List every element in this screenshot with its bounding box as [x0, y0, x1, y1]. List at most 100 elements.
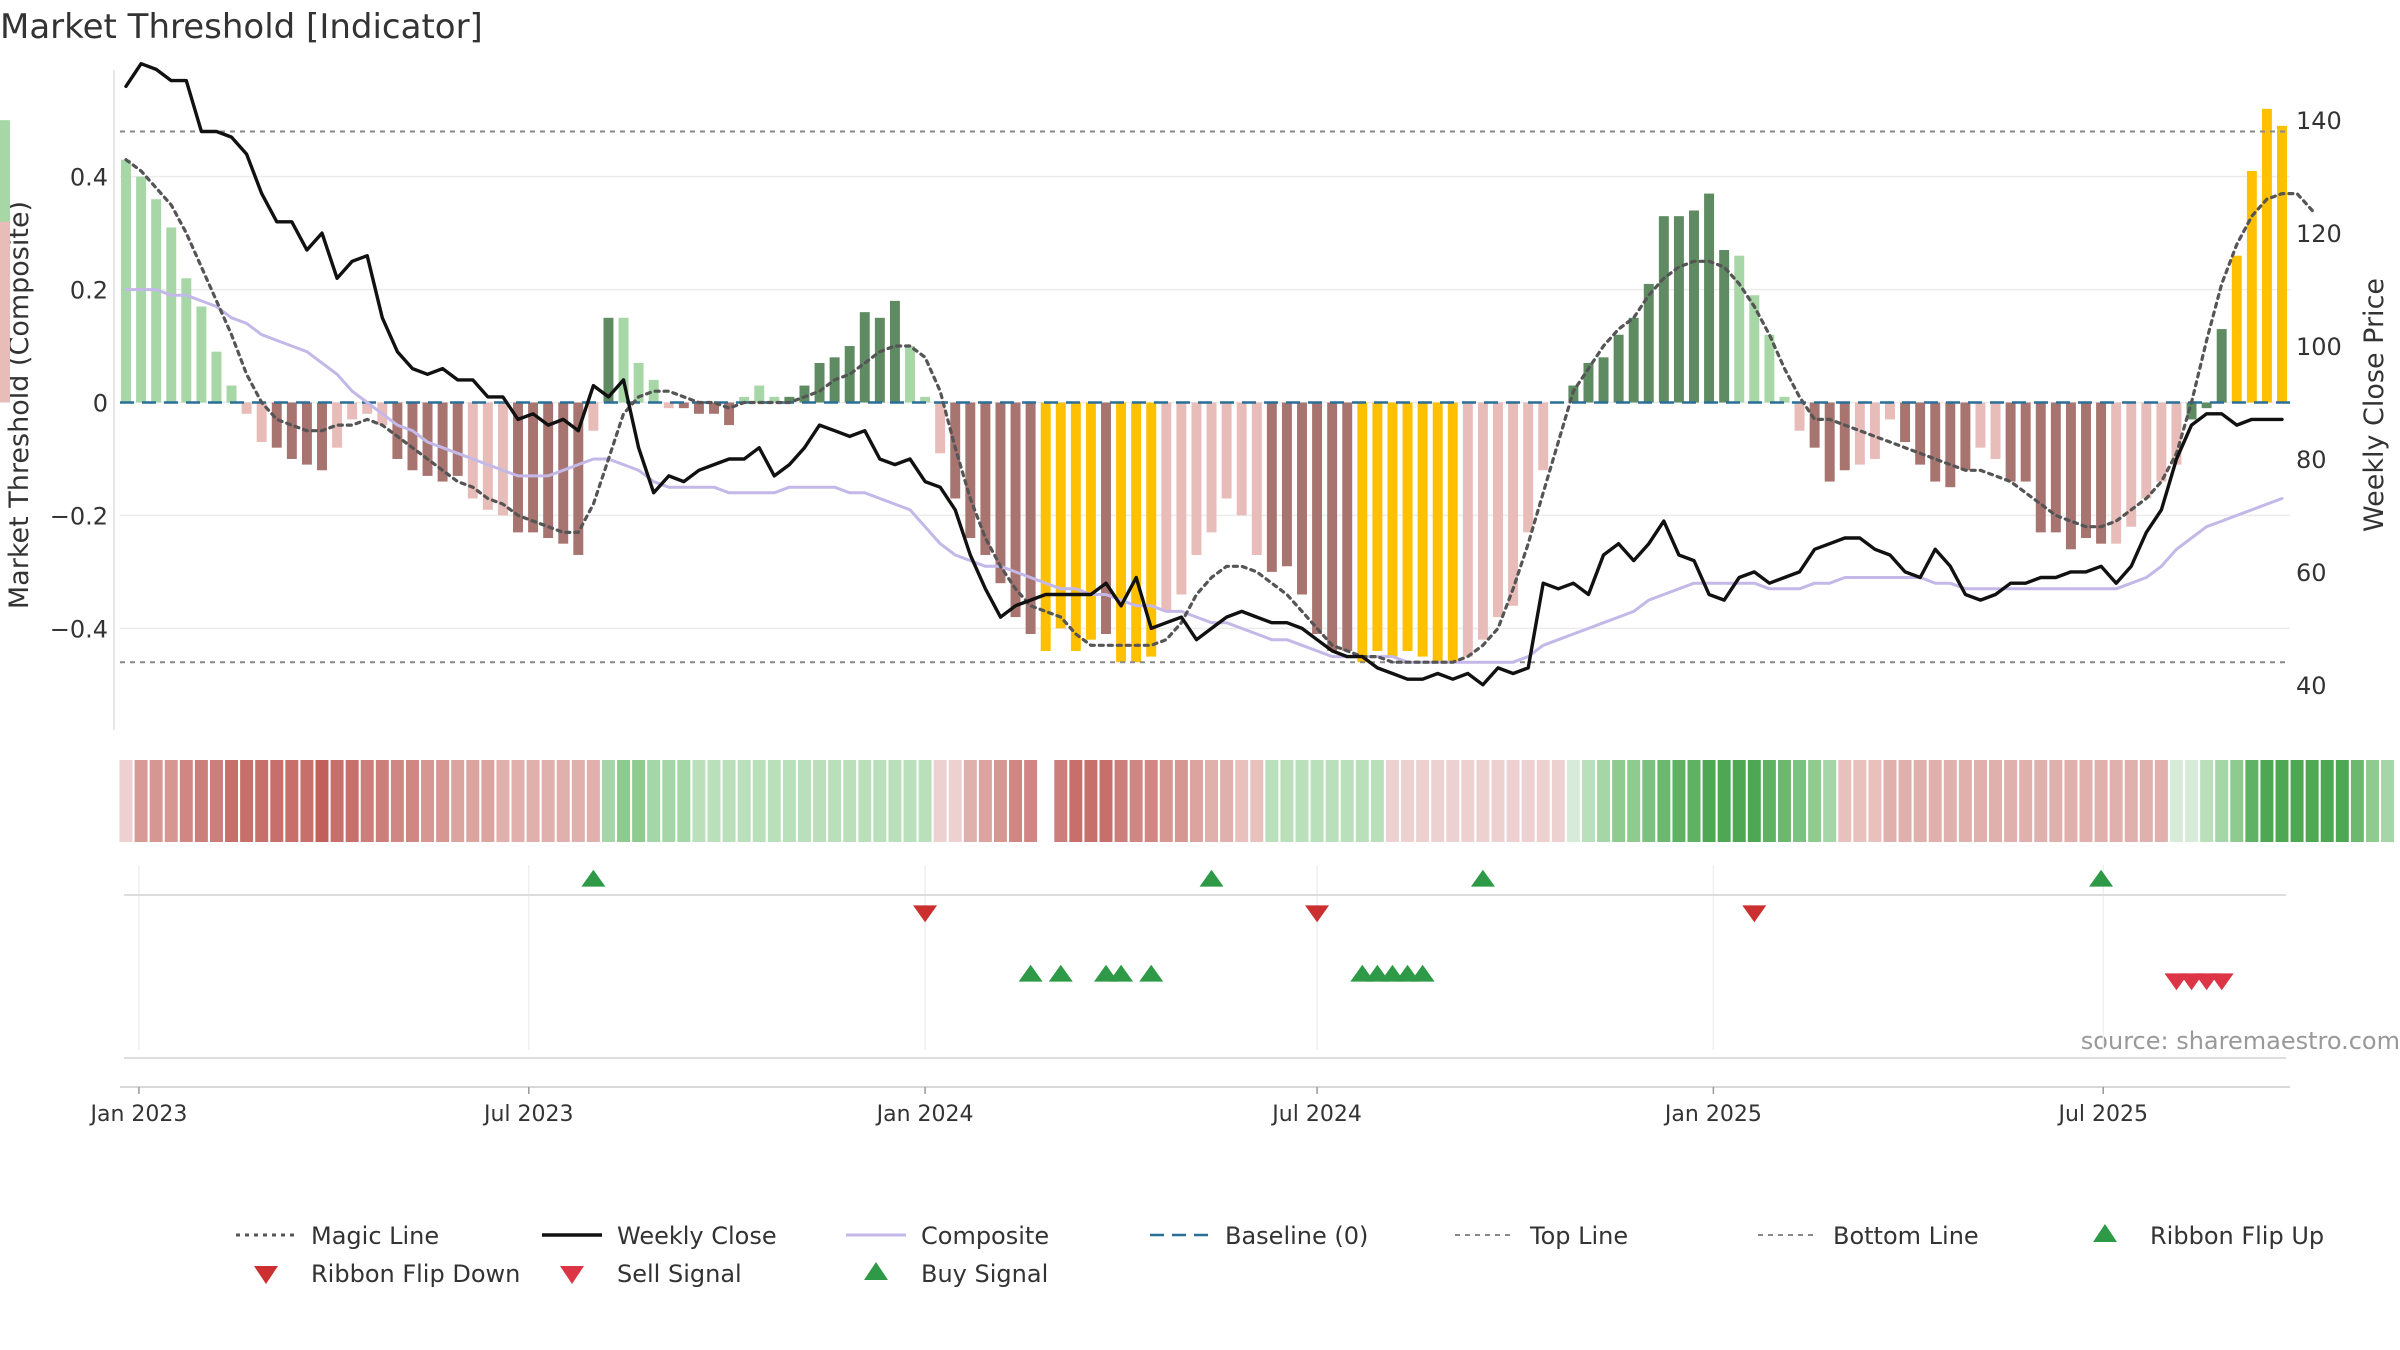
ribbon-cell	[179, 760, 193, 842]
composite-bar	[1508, 402, 1519, 606]
composite-bar	[1417, 402, 1428, 657]
right-tick-label: 120	[2296, 220, 2342, 248]
legend-item: Composite	[846, 1222, 1049, 1250]
right-tick-label: 60	[2296, 559, 2327, 587]
ribbon-cell	[149, 760, 163, 842]
ribbon-cell	[601, 760, 615, 842]
composite-bar	[528, 402, 539, 533]
ribbon-cell	[285, 760, 299, 842]
composite-bar	[1824, 402, 1835, 482]
buy-signal-marker	[1365, 964, 1390, 982]
ribbon-cell	[209, 760, 223, 842]
ribbon-cell	[1355, 760, 1369, 842]
ribbon-cell	[1039, 760, 1053, 842]
chart-title: Market Threshold [Indicator]	[0, 7, 483, 47]
composite-bar	[196, 306, 207, 403]
composite-bar	[2111, 402, 2122, 544]
legend-label: Bottom Line	[1833, 1222, 1979, 1250]
composite-bar	[0, 272, 10, 403]
legend-label: Composite	[921, 1222, 1049, 1250]
ribbon-cell	[828, 760, 842, 842]
composite-bar	[1402, 402, 1413, 651]
composite-bar	[2126, 402, 2137, 527]
legend-label: Sell Signal	[617, 1260, 742, 1288]
ribbon-cell	[2094, 760, 2108, 842]
ribbon-cell	[948, 760, 962, 842]
ribbon-cell	[858, 760, 872, 842]
composite-bar	[1869, 402, 1880, 459]
composite-bar	[2261, 108, 2272, 403]
ribbon-cell	[1913, 760, 1927, 842]
ribbon-cell	[405, 760, 419, 842]
composite-bar	[1523, 402, 1534, 533]
ribbon-flip-down-marker	[1742, 905, 1767, 923]
composite-bar	[1643, 283, 1654, 403]
composite-line	[124, 288, 2284, 664]
composite-bar	[2065, 402, 2076, 550]
ribbon-cell	[134, 760, 148, 842]
buy-signal-marker	[1410, 964, 1435, 982]
ribbon-cell	[1777, 760, 1791, 842]
composite-bar	[2096, 402, 2107, 544]
composite-bar	[1885, 402, 1895, 420]
ribbon-flip-up-marker	[1199, 869, 1224, 887]
composite-bar	[769, 396, 780, 403]
ribbon-cell	[1069, 760, 1083, 842]
ribbon-cell	[1868, 760, 1882, 842]
buy-signal-marker	[1395, 964, 1420, 982]
ribbon-cell	[1325, 760, 1339, 842]
ribbon-cell	[1551, 760, 1565, 842]
ribbon-cell	[873, 760, 887, 842]
composite-bar	[618, 317, 629, 403]
composite-bar	[1146, 402, 1157, 657]
ribbon-cell	[194, 760, 208, 842]
composite-bar	[980, 402, 991, 555]
weekly-close-line	[124, 62, 2284, 687]
composite-bar	[2005, 402, 2016, 482]
x-tick-label: Jul 2025	[2056, 1102, 2148, 1127]
composite-bar	[1462, 402, 1473, 657]
ribbon-cell	[1747, 760, 1761, 842]
composite-bar	[1915, 402, 1926, 465]
ribbon-cell	[2260, 760, 2274, 842]
ribbon-cell	[782, 760, 796, 842]
composite-bar	[2035, 402, 2046, 533]
ribbon-cell	[1099, 760, 1113, 842]
ribbon-cell	[2381, 760, 2395, 842]
ribbon-cell	[1174, 760, 1188, 842]
sell-signal-marker	[2179, 973, 2204, 991]
composite-bar	[422, 402, 433, 476]
legend-item: Top Line	[1455, 1222, 1628, 1250]
composite-bar	[633, 362, 644, 403]
ribbon-flip-up-marker	[2089, 869, 2114, 887]
ribbon-cell	[390, 760, 404, 842]
composite-bar	[1372, 402, 1383, 651]
composite-bar	[1357, 402, 1368, 663]
ribbon-cell	[1235, 760, 1249, 842]
ribbon-cell	[617, 760, 631, 842]
ribbon-cell	[1024, 760, 1038, 842]
composite-bar	[920, 396, 931, 403]
ribbon-cell	[1310, 760, 1324, 842]
composite-bar	[407, 402, 418, 471]
legend-label: Buy Signal	[921, 1260, 1048, 1288]
x-axis-ticks: Jan 2023 Jul 2023 Jan 2024 Jul 2024 Jan 2025…	[88, 1087, 2148, 1127]
ribbon-cell	[1506, 760, 1520, 842]
composite-bar	[558, 402, 569, 544]
composite-bar	[1477, 402, 1488, 640]
ribbon-cell	[1189, 760, 1203, 842]
ribbon-cell	[737, 760, 751, 842]
composite-bar	[392, 402, 403, 459]
ribbon-cell	[752, 760, 766, 842]
ribbon-strip	[119, 760, 2395, 842]
composite-bar	[2141, 402, 2152, 499]
ribbon-cell	[888, 760, 902, 842]
ribbon-cell	[556, 760, 570, 842]
x-tick-label: Jan 2024	[875, 1102, 974, 1127]
ribbon-cell	[451, 760, 465, 842]
legend-item: Magic Line	[236, 1222, 439, 1250]
composite-bar	[211, 351, 222, 403]
composite-bar	[1191, 402, 1202, 555]
composite-bar	[1734, 255, 1745, 403]
composite-bar	[317, 402, 327, 471]
